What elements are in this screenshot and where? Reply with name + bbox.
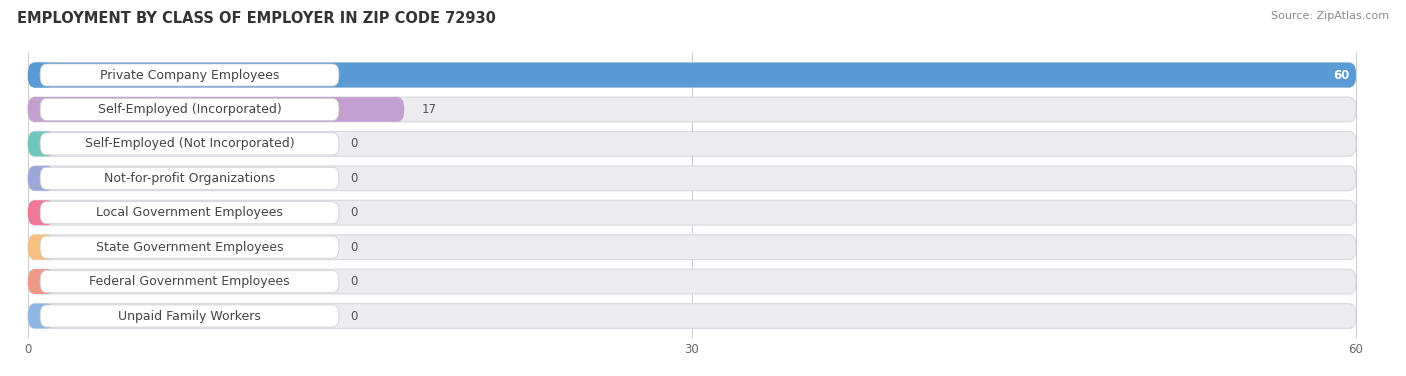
Text: 17: 17 (422, 103, 437, 116)
FancyBboxPatch shape (28, 63, 1355, 87)
FancyBboxPatch shape (28, 269, 55, 294)
FancyBboxPatch shape (28, 304, 55, 328)
Text: 0: 0 (350, 309, 357, 323)
Text: EMPLOYMENT BY CLASS OF EMPLOYER IN ZIP CODE 72930: EMPLOYMENT BY CLASS OF EMPLOYER IN ZIP C… (17, 11, 496, 26)
Text: 0: 0 (350, 137, 357, 150)
Text: Self-Employed (Incorporated): Self-Employed (Incorporated) (97, 103, 281, 116)
FancyBboxPatch shape (28, 63, 1355, 87)
FancyBboxPatch shape (41, 64, 339, 86)
Text: State Government Employees: State Government Employees (96, 241, 283, 254)
FancyBboxPatch shape (28, 200, 1355, 225)
FancyBboxPatch shape (28, 97, 55, 122)
FancyBboxPatch shape (41, 305, 339, 327)
FancyBboxPatch shape (28, 200, 55, 225)
Text: Federal Government Employees: Federal Government Employees (89, 275, 290, 288)
FancyBboxPatch shape (28, 97, 404, 122)
Text: 60: 60 (1333, 68, 1350, 82)
FancyBboxPatch shape (28, 166, 1355, 191)
Text: 0: 0 (350, 172, 357, 185)
FancyBboxPatch shape (28, 132, 55, 156)
Text: 0: 0 (350, 241, 357, 254)
FancyBboxPatch shape (28, 166, 55, 191)
FancyBboxPatch shape (41, 99, 339, 120)
FancyBboxPatch shape (28, 132, 1355, 156)
FancyBboxPatch shape (28, 63, 55, 87)
Text: Not-for-profit Organizations: Not-for-profit Organizations (104, 172, 276, 185)
FancyBboxPatch shape (28, 269, 1355, 294)
FancyBboxPatch shape (28, 304, 1355, 328)
FancyBboxPatch shape (28, 97, 1355, 122)
FancyBboxPatch shape (41, 271, 339, 293)
FancyBboxPatch shape (28, 235, 1355, 259)
Text: 0: 0 (350, 206, 357, 219)
FancyBboxPatch shape (41, 236, 339, 258)
FancyBboxPatch shape (28, 235, 55, 259)
FancyBboxPatch shape (41, 202, 339, 224)
Text: Local Government Employees: Local Government Employees (96, 206, 283, 219)
FancyBboxPatch shape (41, 167, 339, 190)
Text: 0: 0 (350, 275, 357, 288)
Text: Self-Employed (Not Incorporated): Self-Employed (Not Incorporated) (84, 137, 294, 150)
Text: Unpaid Family Workers: Unpaid Family Workers (118, 309, 262, 323)
Text: Private Company Employees: Private Company Employees (100, 68, 280, 82)
Text: Source: ZipAtlas.com: Source: ZipAtlas.com (1271, 11, 1389, 21)
FancyBboxPatch shape (41, 133, 339, 155)
